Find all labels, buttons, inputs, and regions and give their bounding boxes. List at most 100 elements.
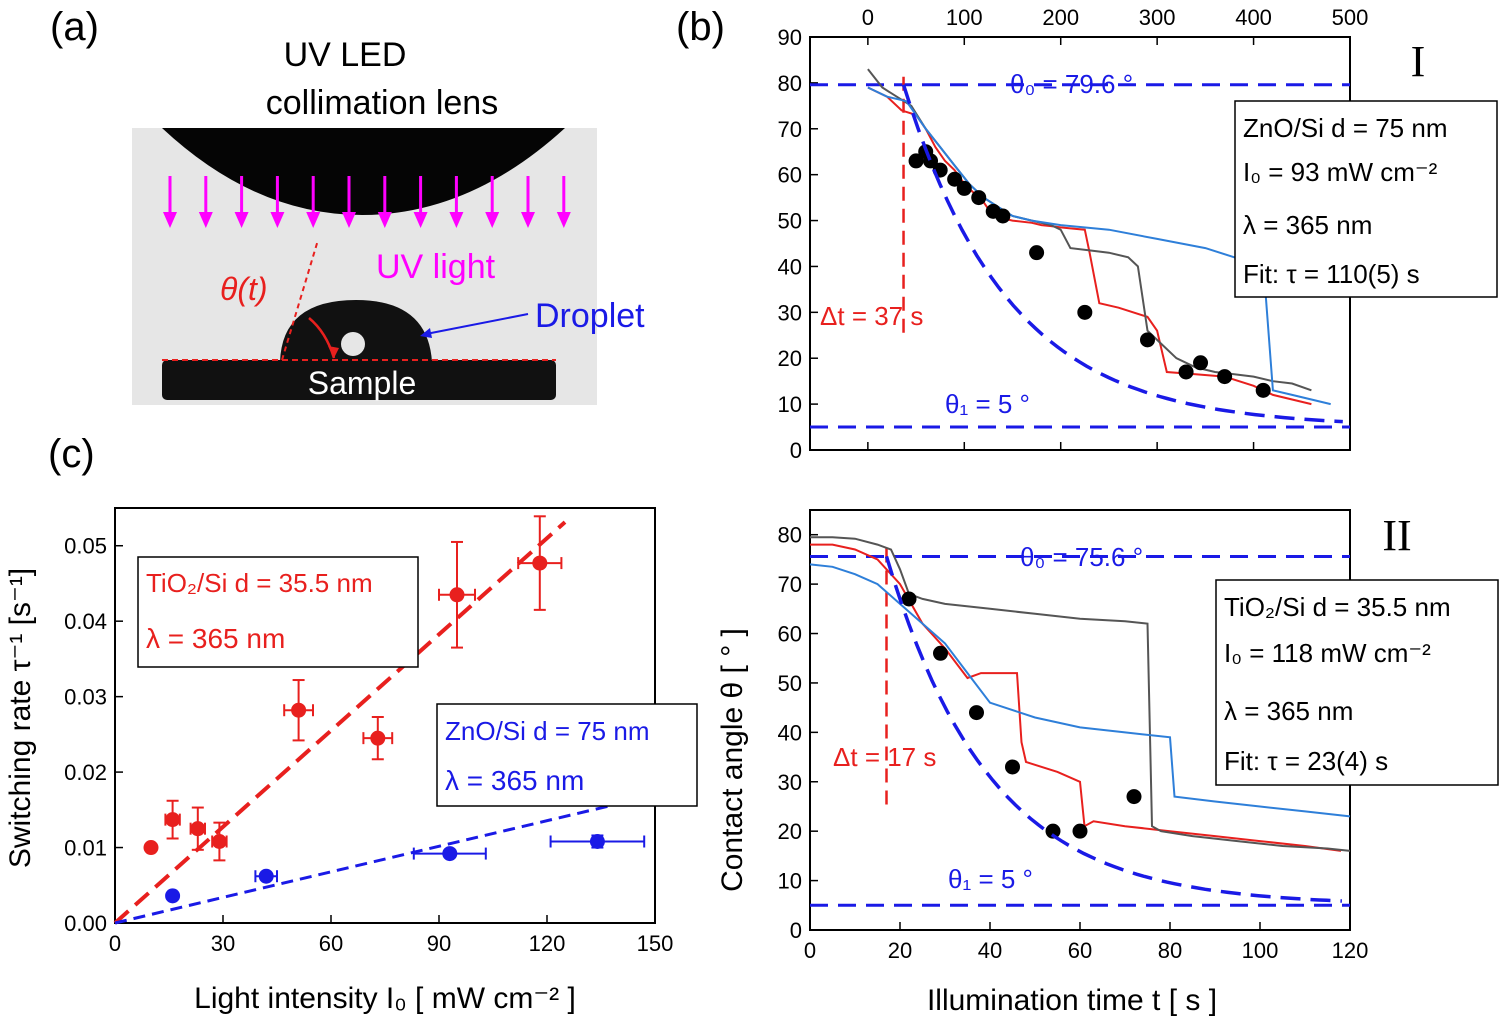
y-tick-label: 70 bbox=[778, 117, 802, 142]
x-tick-label: 120 bbox=[529, 931, 566, 956]
y-tick-label: 30 bbox=[778, 300, 802, 325]
uv-arrow-head bbox=[234, 212, 249, 228]
data-point-TiO2/Si bbox=[211, 834, 227, 850]
b2-legend-line4: Fit: τ = 23(4) s bbox=[1224, 746, 1388, 776]
x-tick-label: 0 bbox=[804, 938, 816, 963]
y-tick-label: 80 bbox=[778, 71, 802, 96]
c-xlabel: Light intensity I₀ [ mW cm⁻² ] bbox=[194, 982, 576, 1015]
uv-arrow-head bbox=[521, 212, 535, 228]
x-top-tick-label: 500 bbox=[1332, 5, 1369, 30]
led-title-line1: UV LED bbox=[284, 36, 407, 74]
x-top-tick-label: 0 bbox=[862, 5, 874, 30]
c-legend-red-line1: TiO₂/Si d = 35.5 nm bbox=[146, 568, 373, 598]
y-tick-label: 10 bbox=[778, 869, 802, 894]
uv-arrows bbox=[163, 176, 571, 228]
panel-label-a: (a) bbox=[50, 5, 99, 49]
x-top-tick-label: 300 bbox=[1139, 5, 1176, 30]
b2-ticks: 0 20 40 60 80 100 120 0 10 20 30 40 50 60 70 80 bbox=[778, 523, 1369, 963]
droplet-pointer-line bbox=[425, 313, 529, 335]
data-point-TiO2/Si bbox=[165, 812, 181, 828]
uv-arrow-head bbox=[270, 212, 285, 228]
c-legend-red-line2: λ = 365 nm bbox=[146, 623, 285, 654]
b1-legend: ZnO/Si d = 75 nm I₀ = 93 mW cm⁻² λ = 365… bbox=[1234, 100, 1498, 298]
x-tick-label: 0 bbox=[109, 931, 121, 956]
b1-ticks: 0 100 200 300 400 500 0 10 20 30 40 50 60 70 80 90 bbox=[778, 5, 1369, 463]
b-xlabel: Illumination time t [ s ] bbox=[927, 984, 1217, 1017]
x-tick-label: 60 bbox=[1068, 938, 1092, 963]
b2-legend: TiO₂/Si d = 35.5 nm I₀ = 118 mW cm⁻² λ =… bbox=[1215, 579, 1499, 786]
data-point bbox=[923, 153, 939, 169]
y-tick-label: 0.00 bbox=[64, 911, 107, 936]
x-tick-label: 90 bbox=[427, 931, 451, 956]
data-point bbox=[1126, 789, 1142, 805]
fit-curve bbox=[884, 555, 1342, 903]
b1-delta-t-label: Δt = 37 s bbox=[820, 301, 923, 331]
panel-label-b: (b) bbox=[676, 5, 725, 49]
data-point bbox=[1140, 332, 1155, 348]
data-point bbox=[933, 645, 948, 661]
y-tick-label: 40 bbox=[778, 720, 802, 745]
x-top-tick-label: 200 bbox=[1042, 5, 1079, 30]
c-ylabel: Switching rate τ⁻¹ [s⁻¹] bbox=[4, 568, 37, 868]
collimation-lens bbox=[162, 128, 565, 215]
led-title-line2: collimation lens bbox=[266, 84, 498, 122]
data-point bbox=[1005, 759, 1020, 775]
b1-legend-line4: Fit: τ = 110(5) s bbox=[1243, 259, 1420, 289]
x-tick-label: 40 bbox=[978, 938, 1002, 963]
y-tick-label: 30 bbox=[778, 770, 802, 795]
b1-legend-box bbox=[1234, 100, 1498, 298]
b1-theta0-label: θ₀ = 79.6 ° bbox=[1010, 69, 1133, 99]
fit-line-TiO2/Si bbox=[113, 520, 567, 925]
b1-series bbox=[810, 68, 1350, 429]
b2-theta0-label: θ₀ = 75.6 ° bbox=[1020, 542, 1143, 572]
y-tick-label: 90 bbox=[778, 25, 802, 50]
uv-arrow-head bbox=[342, 212, 356, 228]
y-tick-label: 0.05 bbox=[64, 534, 107, 559]
x-tick-label: 120 bbox=[1332, 938, 1369, 963]
uv-arrow-head bbox=[198, 212, 213, 228]
b1-legend-line3: λ = 365 nm bbox=[1243, 210, 1372, 240]
y-tick-label: 10 bbox=[778, 392, 802, 417]
b1-legend-line1: ZnO/Si d = 75 nm bbox=[1243, 113, 1447, 143]
data-point bbox=[1255, 382, 1271, 398]
c-legend-blue-box bbox=[436, 703, 698, 807]
x-tick-label: 20 bbox=[888, 938, 912, 963]
y-tick-label: 0.04 bbox=[64, 609, 107, 634]
b2-legend-line3: λ = 365 nm bbox=[1224, 696, 1353, 726]
data-point bbox=[1045, 823, 1061, 839]
series-line-gray bbox=[810, 536, 1351, 852]
fit-line-ZnO/Si bbox=[114, 802, 620, 925]
b2-series bbox=[809, 536, 1351, 907]
data-point-TiO2/Si bbox=[190, 821, 206, 837]
x-top-tick-label: 100 bbox=[946, 5, 983, 30]
b-ylabel: Contact angle θ [ ° ] bbox=[716, 628, 749, 892]
series-line-red bbox=[810, 543, 1342, 852]
y-tick-label: 20 bbox=[778, 346, 802, 371]
x-tick-label: 30 bbox=[211, 931, 235, 956]
droplet-shape bbox=[280, 300, 432, 362]
b2-roman-label: II bbox=[1382, 511, 1411, 560]
data-point bbox=[995, 208, 1011, 224]
c-legend-blue-line1: ZnO/Si d = 75 nm bbox=[445, 716, 649, 746]
uv-arrow-head bbox=[485, 212, 500, 228]
uv-light-label: UV light bbox=[376, 248, 496, 286]
data-point-ZnO/Si bbox=[165, 888, 181, 904]
data-point bbox=[1029, 245, 1045, 261]
data-point bbox=[947, 171, 963, 187]
data-point-TiO2/Si bbox=[291, 702, 307, 718]
y-tick-label: 0 bbox=[790, 918, 802, 943]
x-tick-label: 80 bbox=[1158, 938, 1182, 963]
y-tick-label: 0.02 bbox=[64, 760, 107, 785]
sample-bar bbox=[162, 360, 556, 400]
uv-arrow-head bbox=[449, 212, 464, 228]
data-point-ZnO/Si bbox=[258, 868, 274, 884]
data-point-ZnO/Si bbox=[442, 846, 458, 862]
data-point bbox=[901, 591, 917, 607]
series-line-lightblue bbox=[809, 563, 1351, 818]
x-top-tick-label: 400 bbox=[1235, 5, 1272, 30]
sample-label: Sample bbox=[308, 365, 417, 401]
b1-theta1-label: θ₁ = 5 ° bbox=[945, 389, 1030, 419]
y-tick-label: 40 bbox=[778, 254, 802, 279]
panel-label-c: (c) bbox=[48, 432, 95, 476]
data-point bbox=[1217, 369, 1233, 385]
